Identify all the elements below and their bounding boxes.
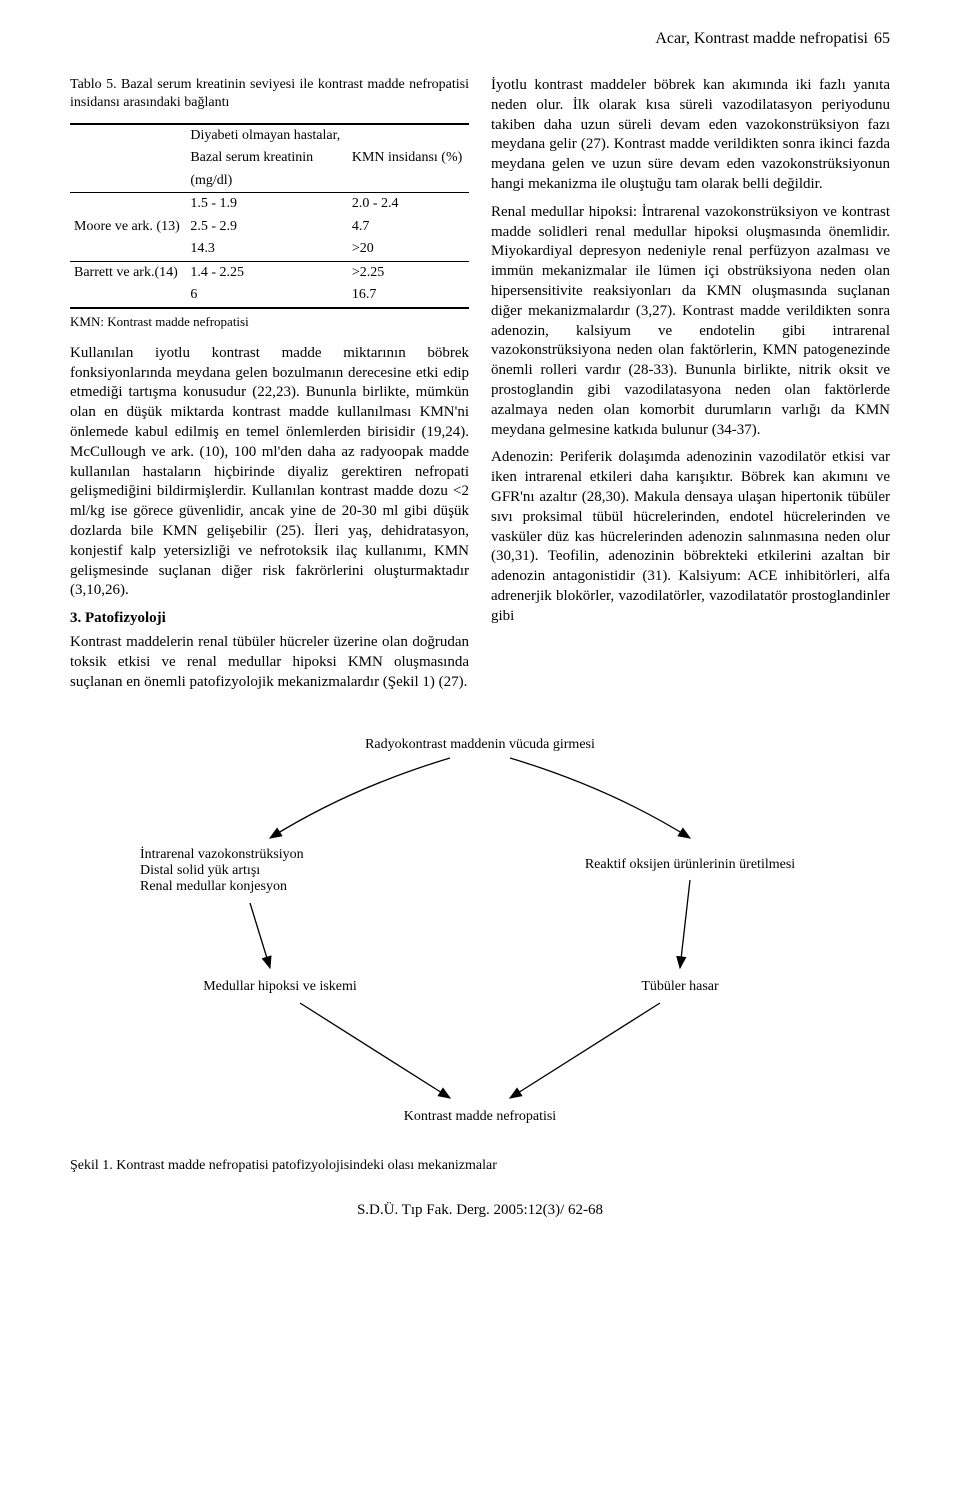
table5-r5a: 6 xyxy=(186,284,348,307)
figure1-diagram: Radyokontrast maddenin vücuda girmesi İn… xyxy=(70,728,890,1148)
table5-r2a: 2.5 - 2.9 xyxy=(186,216,348,238)
diagram-arrow-left-mid xyxy=(250,903,270,968)
diagram-node-mid-right: Tübüler hasar xyxy=(641,979,719,994)
table5-r4b: >2.25 xyxy=(348,261,469,284)
table5-r1b: 2.0 - 2.4 xyxy=(348,193,469,216)
right-column: İyotlu kontrast maddeler böbrek kan akım… xyxy=(491,76,890,700)
diagram-node-mid-left: Medullar hipoksi ve iskemi xyxy=(203,979,357,994)
left-p2: Kontrast maddelerin renal tübüler hücrel… xyxy=(70,633,469,692)
section3-title: 3. Patofizyoloji xyxy=(70,609,469,629)
right-p3: Adenozin: Periferik dolaşımda adenozinin… xyxy=(491,448,890,626)
diagram-arrow-top-right xyxy=(510,758,690,838)
table5-col2-header-l2: Bazal serum kreatinin xyxy=(186,147,348,169)
running-head: Acar, Kontrast madde nefropatisi 65 xyxy=(70,30,890,48)
diagram-arrow-midleft-bottom xyxy=(300,1003,450,1098)
table5-r1a: 1.5 - 1.9 xyxy=(186,193,348,216)
right-p1: İyotlu kontrast maddeler böbrek kan akım… xyxy=(491,76,890,195)
table5-row4-label: Barrett ve ark.(14) xyxy=(70,261,186,284)
table5-caption: Tablo 5. Bazal serum kreatinin seviyesi … xyxy=(70,76,469,113)
table5-row1-label: Moore ve ark. (13) xyxy=(70,216,186,238)
figure1-caption: Şekil 1. Kontrast madde nefropatisi pato… xyxy=(70,1158,890,1174)
left-p1: Kullanılan iyotlu kontrast madde miktarı… xyxy=(70,344,469,601)
diagram-node-bottom: Kontrast madde nefropatisi xyxy=(404,1109,557,1124)
table5-col2-header-l1: Diyabeti olmayan hastalar, xyxy=(186,124,348,147)
table5-r5b: 16.7 xyxy=(348,284,469,307)
table5-col2-header-l3: (mg/dl) xyxy=(186,170,348,193)
table5-col3-header: KMN insidansı (%) xyxy=(348,147,469,169)
table5-r4a: 1.4 - 2.25 xyxy=(186,261,348,284)
diagram-node-left-l3: Renal medullar konjesyon xyxy=(140,879,287,894)
table5: Diyabeti olmayan hastalar, Bazal serum k… xyxy=(70,123,469,309)
diagram-node-top: Radyokontrast maddenin vücuda girmesi xyxy=(365,737,595,752)
diagram-arrow-right-mid xyxy=(680,880,690,968)
diagram-node-right: Reaktif oksijen ürünlerinin üretilmesi xyxy=(585,857,795,872)
running-head-title: Acar, Kontrast madde nefropatisi xyxy=(655,30,868,48)
diagram-node-left-l1: İntrarenal vazokonstrüksiyon xyxy=(140,846,304,862)
diagram-arrow-top-left xyxy=(270,758,450,838)
table5-r3b: >20 xyxy=(348,238,469,261)
right-p2: Renal medullar hipoksi: İntrarenal vazok… xyxy=(491,203,890,441)
diagram-arrow-midright-bottom xyxy=(510,1003,660,1098)
table5-r2b: 4.7 xyxy=(348,216,469,238)
page-footer: S.D.Ü. Tıp Fak. Derg. 2005:12(3)/ 62-68 xyxy=(70,1202,890,1219)
running-head-page: 65 xyxy=(874,30,890,48)
diagram-node-left-l2: Distal solid yük artışı xyxy=(140,863,260,878)
table5-r3a: 14.3 xyxy=(186,238,348,261)
table5-note: KMN: Kontrast madde nefropatisi xyxy=(70,313,469,330)
left-column: Tablo 5. Bazal serum kreatinin seviyesi … xyxy=(70,76,469,700)
